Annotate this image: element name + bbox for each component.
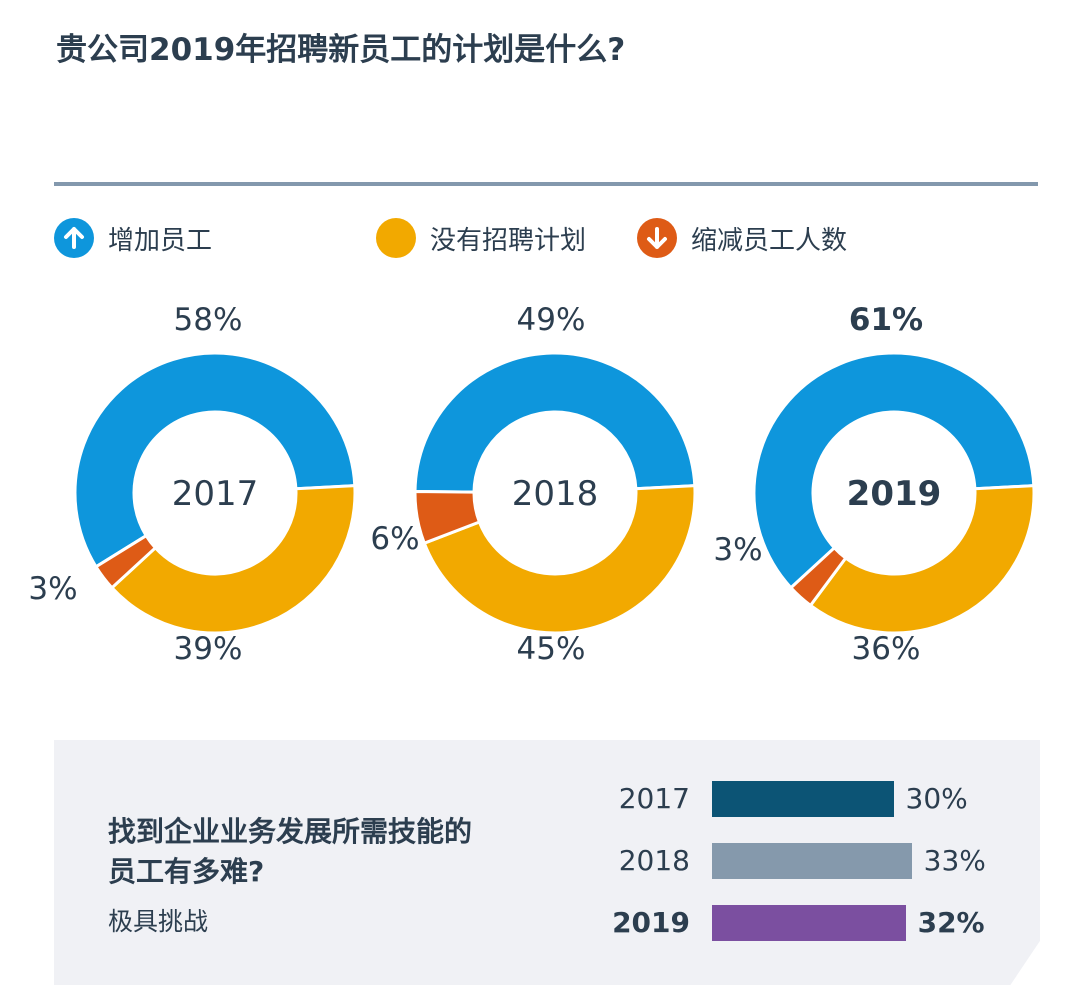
question-subtitle: 极具挑战: [108, 907, 209, 936]
question-line-1: 找到企业业务发展所需技能的: [108, 815, 473, 848]
legend-item-no-plan: 没有招聘计划: [376, 216, 586, 260]
bar-value-label: 32%: [917, 906, 985, 939]
bar-value-label: 30%: [905, 782, 968, 815]
bar-2017: [712, 781, 894, 817]
donut-value-label: 49%: [517, 302, 586, 338]
donut-slice-2017-2: [109, 484, 357, 635]
legend-swatch: [376, 218, 416, 258]
legend-item-increase: 增加员工: [54, 216, 212, 260]
donut-value-label: 3%: [713, 532, 762, 568]
donut-value-label: 58%: [174, 302, 243, 338]
bar-year-label: 2019: [612, 906, 690, 939]
donut-year-label: 2019: [847, 474, 942, 514]
bar-2019: [712, 905, 906, 941]
donut-slice-2019-2: [808, 484, 1036, 635]
donut-year-label: 2017: [172, 474, 259, 514]
arrow-down-icon: [637, 218, 677, 258]
bar-year-label: 2017: [618, 782, 690, 815]
donut-value-label: 45%: [517, 631, 586, 667]
donut-slice-2017-1: [73, 351, 357, 569]
donut-value-label: 3%: [28, 571, 77, 607]
donut-slice-2017-3: [93, 533, 158, 590]
donut-slice-2018-2: [422, 484, 697, 635]
bar-value-label: 33%: [923, 844, 986, 877]
legend-label: 增加员工: [108, 225, 213, 256]
donut-value-label: 6%: [370, 521, 419, 557]
question-heading: 找到企业业务发展所需技能的 员工有多难?: [108, 812, 578, 892]
donut-slice-2019-1: [752, 351, 1036, 590]
donut-slice-2019-3: [788, 545, 848, 608]
page-title: 贵公司2019年招聘新员工的计划是什么?: [56, 32, 626, 68]
donut-value-label: 36%: [852, 631, 921, 667]
divider: [54, 182, 1038, 186]
bar-year-label: 2018: [618, 844, 690, 877]
donut-value-label: 61%: [849, 302, 923, 338]
arrow-up-icon: [54, 218, 94, 258]
donut-slice-2018-1: [413, 351, 697, 494]
bar-2018: [712, 843, 912, 879]
donut-charts: 2017 58% 39% 3% 2018 49% 45% 6% 2019 61% 36% 3%: [28, 302, 1036, 667]
legend-item-decrease: 缩减员工人数: [637, 216, 847, 260]
legend-label: 没有招聘计划: [430, 225, 587, 256]
donut-value-label: 39%: [174, 631, 243, 667]
donut-year-label: 2018: [512, 474, 599, 514]
donut-slice-2018-3: [413, 490, 482, 546]
legend-label: 缩减员工人数: [691, 225, 848, 256]
question-line-2: 员工有多难?: [108, 855, 265, 888]
